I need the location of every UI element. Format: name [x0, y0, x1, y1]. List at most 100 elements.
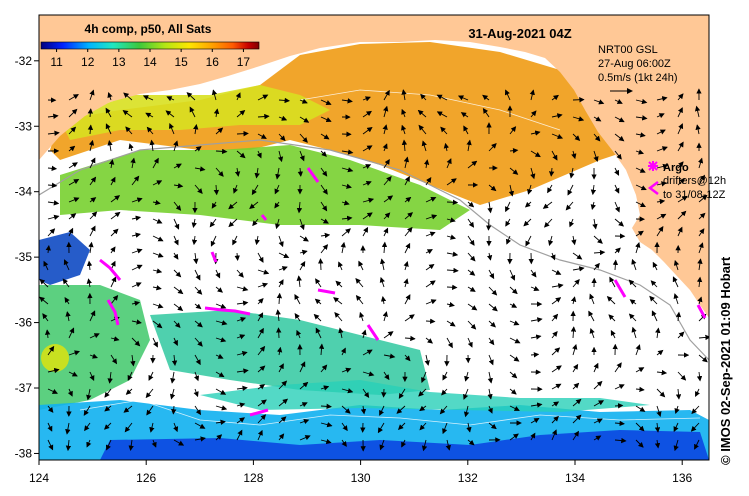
current-vector	[125, 388, 133, 395]
current-vector	[45, 244, 51, 254]
current-vector	[44, 329, 51, 339]
current-vector	[299, 235, 309, 242]
current-vector	[249, 201, 259, 210]
current-vector	[635, 405, 646, 412]
current-vector	[173, 182, 184, 189]
current-vector	[173, 140, 179, 152]
current-vector	[425, 177, 432, 186]
current-vector	[294, 313, 301, 322]
current-vector	[257, 133, 267, 139]
current-vector	[173, 303, 184, 311]
current-vector	[466, 139, 472, 152]
current-vector	[278, 133, 286, 142]
drifter-track	[210, 251, 218, 263]
y-tick-label: -38	[15, 446, 33, 460]
current-vector	[446, 284, 458, 291]
current-vector	[593, 249, 606, 256]
current-vector	[110, 336, 120, 342]
current-vector	[320, 244, 329, 254]
current-vector	[215, 148, 228, 155]
current-vector	[320, 150, 327, 157]
current-vector	[572, 382, 580, 390]
current-vector	[236, 417, 245, 424]
current-vector	[530, 150, 541, 158]
current-vector	[257, 312, 264, 322]
current-vector	[509, 320, 520, 326]
current-vector	[674, 405, 680, 414]
current-vector	[299, 218, 305, 231]
current-vector	[193, 123, 199, 135]
current-vector	[635, 422, 645, 432]
date-label: 31-Aug-2021 04Z	[468, 26, 571, 41]
colorbar-gradient	[40, 41, 260, 50]
current-vector	[695, 124, 701, 135]
current-vector	[362, 371, 375, 377]
current-vector	[128, 439, 134, 451]
current-vector	[529, 89, 535, 101]
current-vector	[89, 333, 100, 339]
current-vector	[551, 297, 562, 305]
current-vector	[130, 354, 136, 367]
current-vector	[467, 160, 478, 169]
current-vector	[341, 388, 354, 394]
current-vector	[257, 94, 269, 101]
current-vector	[337, 261, 343, 271]
current-vector	[152, 235, 164, 242]
current-vector	[194, 436, 206, 442]
argo-legend: Argo drifters@12h to 31/08-12Z	[647, 161, 726, 201]
current-vector	[83, 405, 91, 416]
current-vector	[590, 201, 596, 210]
current-vector	[296, 275, 302, 288]
current-vector	[588, 310, 595, 322]
current-vector	[169, 388, 176, 400]
sst-patch-warm-shelf	[50, 42, 630, 205]
current-vector	[677, 107, 683, 118]
current-vector	[257, 384, 266, 390]
current-vector	[88, 139, 95, 152]
y-tick-label: -33	[15, 119, 33, 133]
current-vector	[635, 344, 641, 356]
current-vector	[401, 108, 407, 118]
current-vectors	[39, 88, 709, 452]
current-vector	[341, 405, 351, 414]
current-vector	[86, 388, 92, 401]
current-vector	[152, 252, 164, 258]
current-vector	[86, 278, 92, 288]
current-vector	[509, 433, 519, 441]
current-vector	[152, 180, 163, 186]
map-area	[39, 15, 709, 460]
current-vector	[404, 226, 413, 237]
current-vector	[593, 418, 603, 424]
current-vector	[572, 398, 582, 407]
current-vector	[299, 133, 308, 143]
current-vector	[487, 405, 493, 414]
current-vector	[421, 371, 427, 384]
current-vector	[62, 278, 70, 288]
current-vector	[107, 371, 113, 384]
current-vector	[152, 303, 164, 309]
current-vector	[341, 367, 352, 373]
current-vector	[421, 140, 427, 152]
current-vector	[421, 439, 428, 452]
current-vector	[65, 422, 71, 435]
current-vector	[379, 405, 385, 416]
current-vector	[677, 371, 687, 381]
current-vector	[379, 439, 385, 451]
current-vector	[213, 184, 220, 196]
current-vector	[68, 162, 78, 169]
drifters-label: drifters@12h	[663, 175, 726, 187]
current-vector	[236, 130, 249, 137]
current-vector	[570, 296, 577, 305]
current-vector	[105, 439, 112, 451]
current-vector	[152, 157, 159, 169]
current-vector	[656, 388, 666, 398]
current-vector	[257, 327, 264, 339]
current-vector	[467, 337, 473, 348]
y-tick-label: -32	[15, 54, 33, 68]
current-vector	[443, 142, 450, 152]
current-vector	[65, 311, 71, 322]
current-vector	[278, 235, 284, 248]
current-vector	[652, 261, 658, 271]
current-vector	[673, 293, 679, 305]
